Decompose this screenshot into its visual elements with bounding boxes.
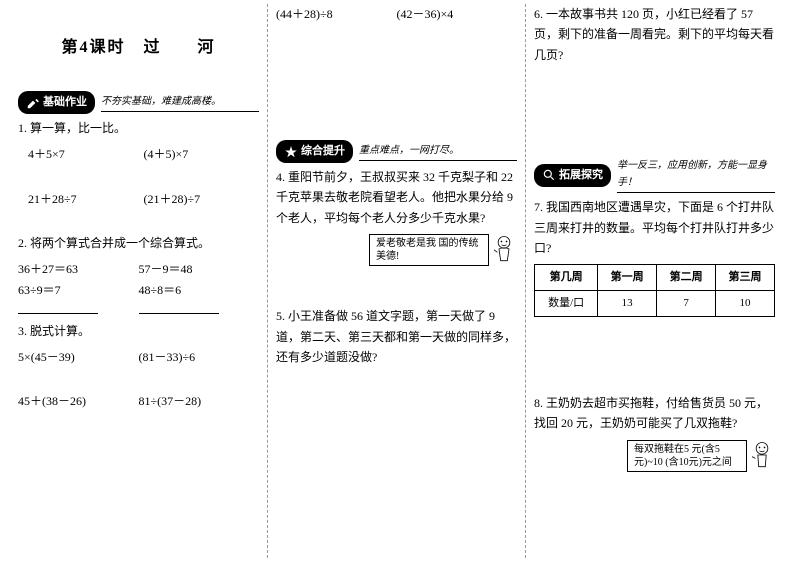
q5-text: 5. 小王准备做 56 道文字题，第一天做了 9 道，第二天、第三天都和第一天做… — [276, 306, 517, 367]
q1-title: 1. 算一算，比一比。 — [18, 118, 259, 138]
lesson-title: 第4课时 过 河 — [18, 34, 259, 61]
section-tag-ext-label: 拓展探究 — [559, 166, 603, 185]
q6-text: 6. 一本故事书共 120 页，小红已经看了 57 页，剩下的准备一周看完。剩下… — [534, 4, 775, 65]
section-ext: 拓展探究 举一反三，应用创新，方能一显身手！ — [534, 157, 775, 193]
table-row: 第几周 第一周 第二周 第三周 — [535, 265, 775, 291]
q7-td-0: 数量/口 — [535, 291, 598, 317]
section-sub-comp: 重点难点，一网打尽。 — [359, 142, 517, 161]
q3-b1: 45＋(38－26) — [18, 391, 139, 411]
q1-row-b: 21＋28÷7 (21＋28)÷7 — [18, 189, 259, 209]
section-tag-comp-label: 综合提升 — [301, 142, 345, 161]
q7-table: 第几周 第一周 第二周 第三周 数量/口 13 7 10 — [534, 264, 775, 316]
worksheet-page: 第4课时 过 河 基础作业 不夯实基础，难建成高楼。 1. 算一算，比一比。 4… — [0, 0, 793, 568]
q1-a2: (4＋5)×7 — [144, 144, 260, 164]
q1-a1: 4＋5×7 — [18, 144, 144, 164]
q8-text: 8. 王奶奶去超市买拖鞋，付给售货员 50 元，找回 20 元，王奶奶可能买了几… — [534, 393, 775, 434]
q4-text: 4. 重阳节前夕，王叔叔买来 32 千克梨子和 22 千克苹果去敬老院看望老人。… — [276, 167, 517, 228]
q7-td-1: 13 — [598, 291, 657, 317]
q3-a1: 5×(45－39) — [18, 347, 139, 367]
section-tag-basic: 基础作业 — [18, 91, 95, 114]
section-basic: 基础作业 不夯实基础，难建成高楼。 — [18, 91, 259, 114]
q2-l2a: 63÷9＝7 — [18, 280, 139, 300]
q2-l1b: 57－9＝48 — [139, 259, 260, 279]
section-tag-ext: 拓展探究 — [534, 164, 611, 187]
q3-row-b: 45＋(38－26) 81÷(37－28) — [18, 391, 259, 411]
q7-td-2: 7 — [657, 291, 716, 317]
column-3: 6. 一本故事书共 120 页，小红已经看了 57 页，剩下的准备一周看完。剩下… — [526, 4, 783, 558]
section-tag-comp: 综合提升 — [276, 140, 353, 163]
q3-c1: (44＋28)÷8 — [276, 4, 397, 24]
q7-th-1: 第一周 — [598, 265, 657, 291]
q2-title: 2. 将两个算式合并成一个综合算式。 — [18, 233, 259, 253]
blank-line — [139, 300, 219, 314]
q7-th-0: 第几周 — [535, 265, 598, 291]
pencil-icon — [26, 96, 40, 110]
q3-row-c: (44＋28)÷8 (42－36)×4 — [276, 4, 517, 24]
q3-title: 3. 脱式计算。 — [18, 321, 259, 341]
q4-tip: 爱老敬老是我 国的传统美德! — [276, 234, 517, 266]
q8-tip: 每双拖鞋在5 元(含5元)~10 (含10元)元之间 — [534, 440, 775, 472]
column-2: (44＋28)÷8 (42－36)×4 综合提升 重点难点，一网打尽。 4. 重… — [268, 4, 526, 558]
q7-th-3: 第三周 — [716, 265, 775, 291]
q3-c2: (42－36)×4 — [397, 4, 518, 24]
column-1: 第4课时 过 河 基础作业 不夯实基础，难建成高楼。 1. 算一算，比一比。 4… — [10, 4, 268, 558]
q2-row1: 36＋27＝63 57－9＝48 — [18, 259, 259, 279]
q3-b2: 81÷(37－28) — [139, 391, 260, 411]
q7-text: 7. 我国西南地区遭遇旱灾，下面是 6 个打井队三周来打井的数量。平均每个打井队… — [534, 197, 775, 258]
section-sub-ext: 举一反三，应用创新，方能一显身手！ — [617, 157, 775, 193]
q7-th-2: 第二周 — [657, 265, 716, 291]
boy-icon — [749, 440, 775, 470]
q2-blanks — [18, 300, 259, 320]
search-icon — [542, 168, 556, 182]
girl-icon — [491, 234, 517, 264]
section-sub-basic: 不夯实基础，难建成高楼。 — [101, 93, 259, 112]
table-row: 数量/口 13 7 10 — [535, 291, 775, 317]
q2-l1a: 36＋27＝63 — [18, 259, 139, 279]
q3-a2: (81－33)÷6 — [139, 347, 260, 367]
q8-tip-bubble: 每双拖鞋在5 元(含5元)~10 (含10元)元之间 — [627, 440, 747, 472]
q2-l2b: 48÷8＝6 — [139, 280, 260, 300]
q2-row2: 63÷9＝7 48÷8＝6 — [18, 280, 259, 300]
q3-row-a: 5×(45－39) (81－33)÷6 — [18, 347, 259, 367]
section-tag-basic-label: 基础作业 — [43, 93, 87, 112]
q1-row-a: 4＋5×7 (4＋5)×7 — [18, 144, 259, 164]
section-comp: 综合提升 重点难点，一网打尽。 — [276, 140, 517, 163]
q7-td-3: 10 — [716, 291, 775, 317]
star-icon — [284, 145, 298, 159]
blank-line — [18, 300, 98, 314]
q1-b1: 21＋28÷7 — [18, 189, 144, 209]
q4-tip-bubble: 爱老敬老是我 国的传统美德! — [369, 234, 489, 266]
q1-b2: (21＋28)÷7 — [144, 189, 260, 209]
